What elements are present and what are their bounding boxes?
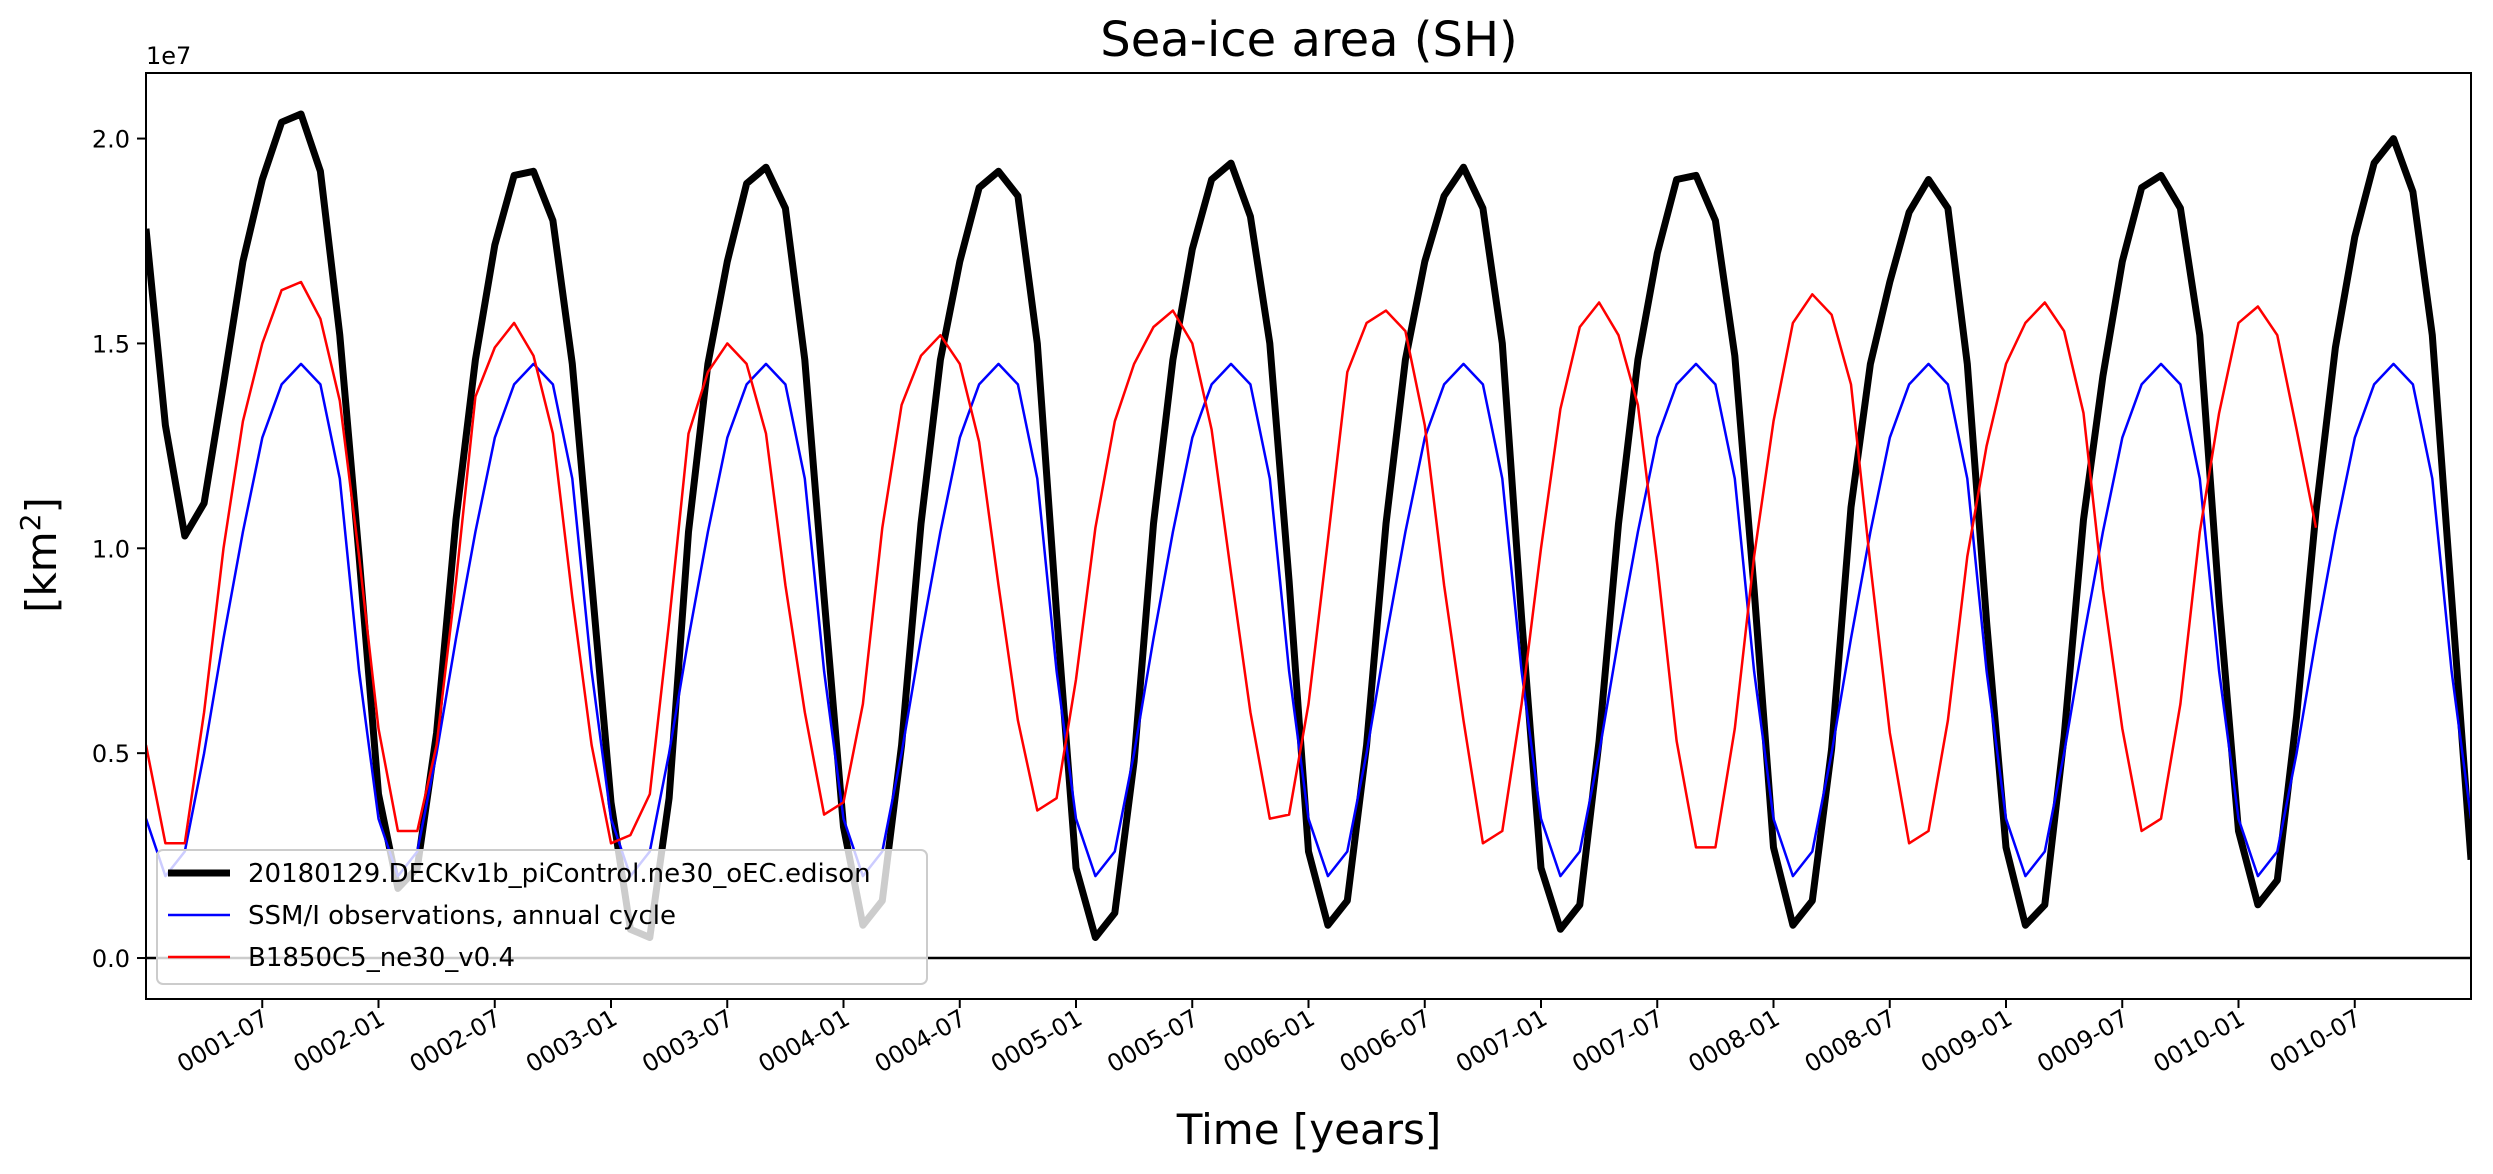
x-axis-title: Time [years] — [1176, 1105, 1442, 1154]
y-tick-label: 0.5 — [92, 740, 130, 768]
y-offset-label: 1e7 — [146, 42, 191, 70]
legend: 20180129.DECKv1b_piControl.ne30_oEC.edis… — [156, 849, 928, 985]
y-tick-label: 1.5 — [92, 330, 130, 358]
series-line-1 — [146, 362, 2471, 878]
legend-label-0: 20180129.DECKv1b_piControl.ne30_oEC.edis… — [248, 859, 871, 889]
series-line-0 — [146, 110, 2471, 941]
y-axis: 0.0 0.5 1.0 1.5 2.0 — [92, 126, 146, 973]
y-axis-title-suffix: ] — [17, 497, 66, 513]
legend-label-2: B1850C5_ne30_v0.4 — [248, 943, 515, 973]
series-layer — [146, 110, 2471, 941]
series-line-2 — [146, 280, 2318, 849]
chart-title: Sea-ice area (SH) — [1100, 12, 1518, 68]
y-tick-label: 2.0 — [92, 126, 130, 154]
legend-box — [156, 849, 928, 985]
y-axis-title-sup: 2 — [14, 513, 47, 531]
y-axis-title: [km2] — [14, 497, 66, 613]
y-tick-label: 0.0 — [92, 945, 130, 973]
y-axis-title-main: [km — [17, 531, 66, 613]
y-tick-label: 1.0 — [92, 535, 130, 563]
legend-label-1: SSM/I observations, annual cycle — [248, 901, 676, 931]
